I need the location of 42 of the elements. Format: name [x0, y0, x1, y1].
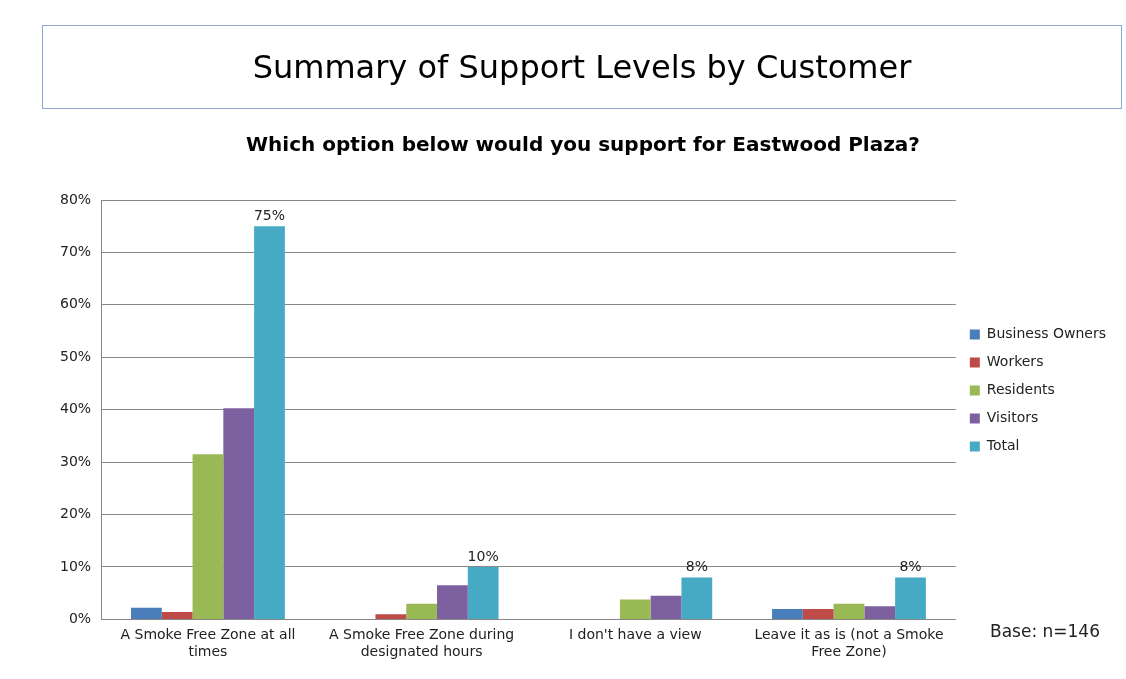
bar — [131, 607, 162, 619]
chart-title: Summary of Support Levels by Customer — [42, 25, 1122, 109]
y-tick-label: 80% — [59, 190, 92, 207]
legend-label: Total — [985, 437, 1020, 454]
x-tick-label: A Smoke Free Zone at all times — [120, 626, 296, 660]
bar — [864, 606, 896, 619]
bar — [192, 454, 224, 619]
data-label: 10% — [467, 547, 499, 564]
y-tick-label: 10% — [59, 557, 92, 574]
bar — [681, 577, 713, 619]
bar — [406, 603, 438, 619]
bar — [802, 608, 834, 619]
y-tick-label: 20% — [59, 505, 92, 522]
bar — [895, 577, 926, 619]
bar — [833, 603, 865, 619]
y-tick-label: 30% — [59, 452, 92, 469]
y-tick-label: 50% — [59, 347, 92, 364]
bar — [223, 408, 255, 619]
bar — [437, 585, 468, 619]
legend-label: Business Owners — [986, 325, 1107, 342]
legend-label: Residents — [986, 381, 1055, 398]
bar — [467, 566, 499, 619]
bar — [772, 608, 803, 619]
text: Base: n=146 — [990, 621, 1100, 642]
bar — [650, 595, 682, 619]
legend-label: Visitors — [986, 409, 1039, 426]
data-label: 8% — [685, 558, 708, 575]
bar — [375, 614, 407, 619]
y-tick-label: 60% — [59, 295, 92, 312]
y-tick-label: 40% — [59, 400, 92, 417]
y-tick-label: 70% — [59, 243, 92, 260]
x-tick-label: A Smoke Free Zone during designated hours — [329, 626, 515, 660]
data-label: 75% — [253, 206, 286, 223]
legend-label: Workers — [986, 353, 1044, 370]
data-label: 8% — [899, 558, 922, 575]
x-tick-label: I don't have a view — [568, 626, 702, 643]
y-tick-label: 0% — [68, 610, 92, 627]
x-tick-label: Leave it as is (not a Smoke Free Zone) — [754, 626, 944, 660]
bar — [619, 599, 651, 619]
chart-subtitle: Which option below would you support for Eastwood Plaza? — [246, 132, 920, 157]
bar — [254, 226, 285, 619]
bar — [161, 612, 193, 619]
